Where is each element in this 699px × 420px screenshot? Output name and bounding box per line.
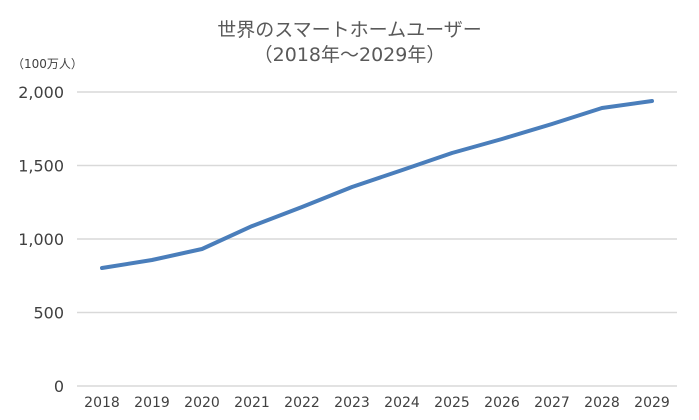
y-tick-label: 1,500 — [18, 157, 64, 176]
x-tick-label: 2029 — [634, 395, 670, 411]
gridlines — [77, 91, 677, 387]
x-tick-label: 2021 — [234, 395, 270, 411]
x-axis-ticks: 2018 2019 2020 2021 2022 2023 2024 2025 2026 2027… — [84, 395, 670, 411]
x-tick-label: 2019 — [134, 395, 170, 411]
x-tick-label: 2020 — [184, 395, 220, 411]
y-tick-label: 500 — [33, 304, 64, 323]
x-tick-label: 2024 — [384, 395, 420, 411]
y-tick-label: 0 — [54, 377, 64, 396]
chart-title: 世界のスマートホームユーザー — [217, 19, 482, 41]
x-tick-label: 2027 — [534, 395, 570, 411]
y-axis-unit-label: （100万人） — [12, 57, 83, 71]
y-axis-ticks: 0 500 1,000 1,500 2,000 — [18, 83, 64, 396]
chart-subtitle: （2018年～2029年） — [253, 44, 446, 66]
x-tick-label: 2026 — [484, 395, 520, 411]
y-tick-label: 2,000 — [18, 83, 64, 102]
x-tick-label: 2018 — [84, 395, 120, 411]
y-tick-label: 1,000 — [18, 230, 64, 249]
x-tick-label: 2022 — [284, 395, 320, 411]
x-tick-label: 2028 — [584, 395, 620, 411]
series-line — [100, 99, 654, 270]
x-tick-label: 2025 — [434, 395, 470, 411]
x-tick-label: 2023 — [334, 395, 370, 411]
